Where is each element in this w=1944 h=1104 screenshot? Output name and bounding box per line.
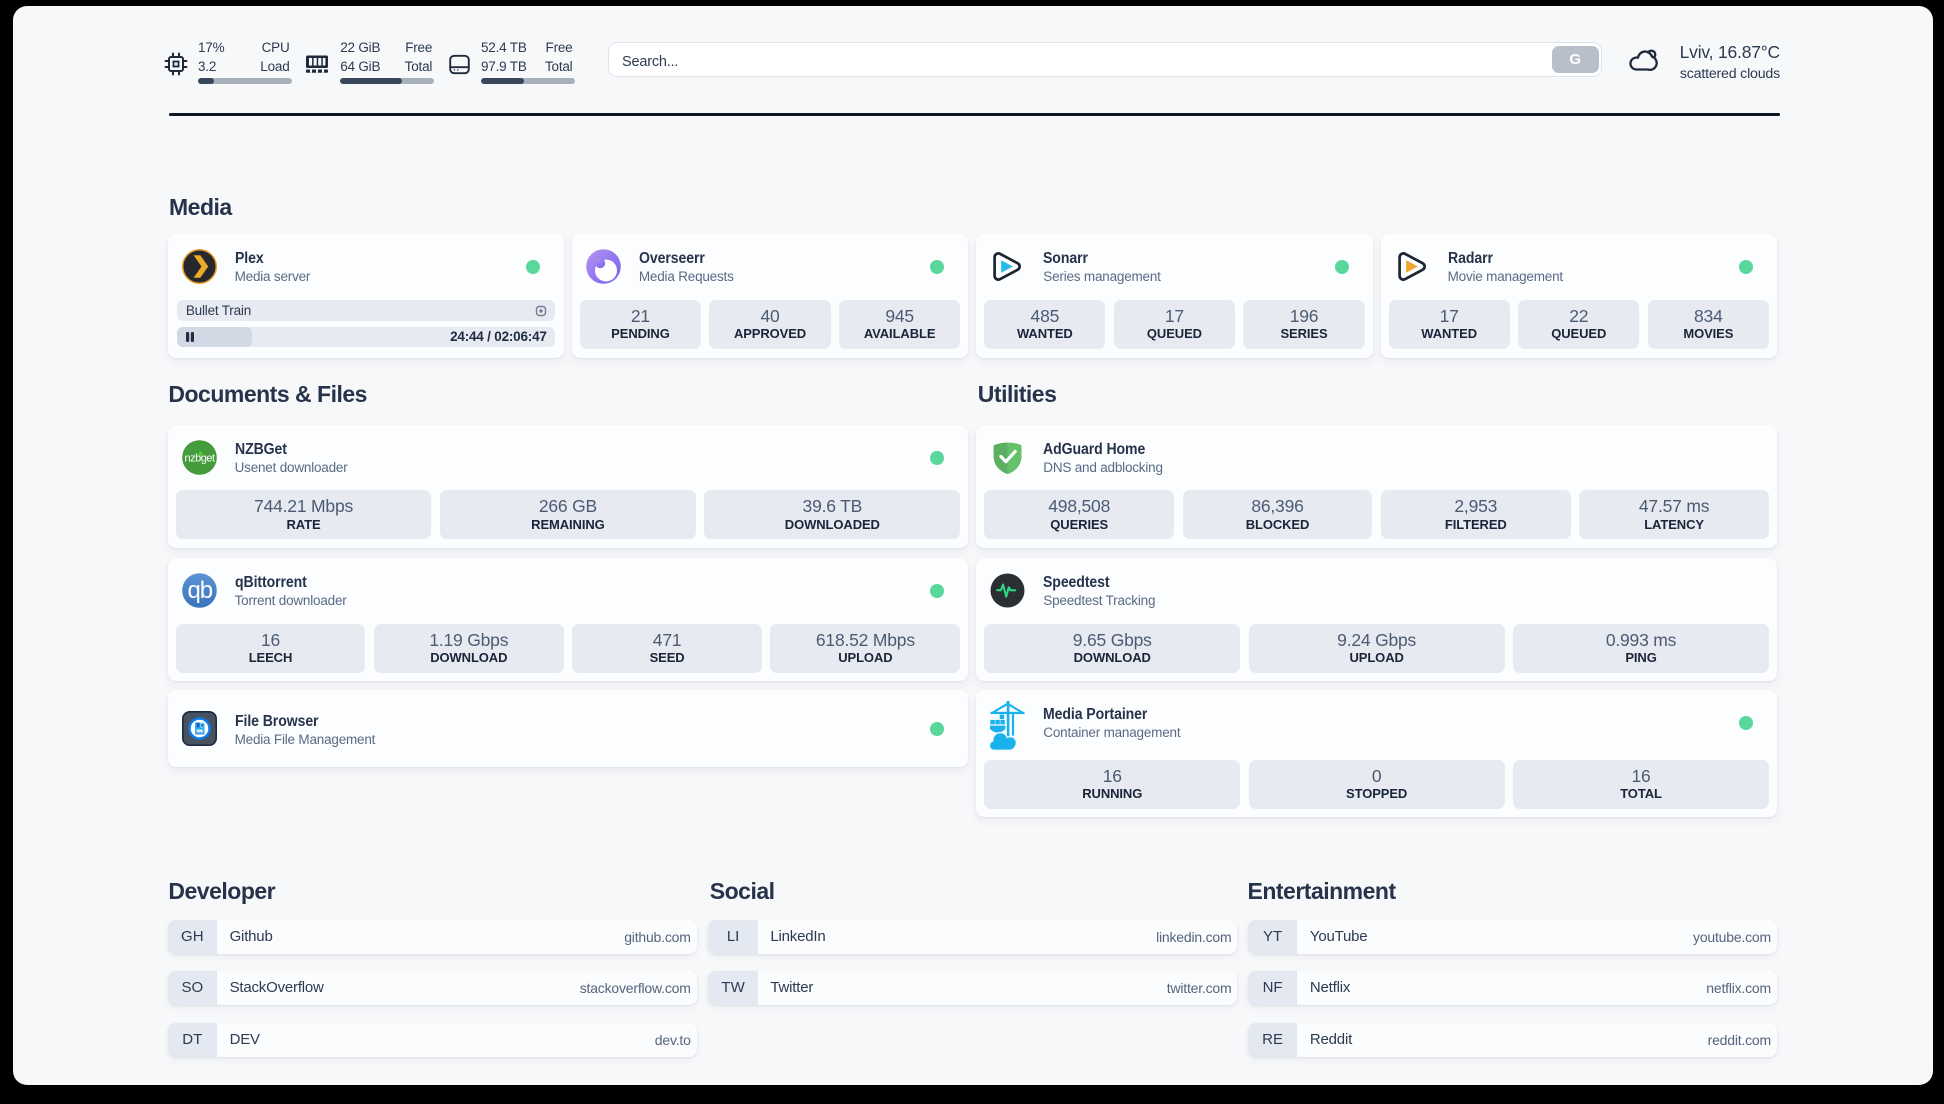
svg-text:qb: qb [187,577,212,604]
svg-text:nzbget: nzbget [184,453,214,465]
